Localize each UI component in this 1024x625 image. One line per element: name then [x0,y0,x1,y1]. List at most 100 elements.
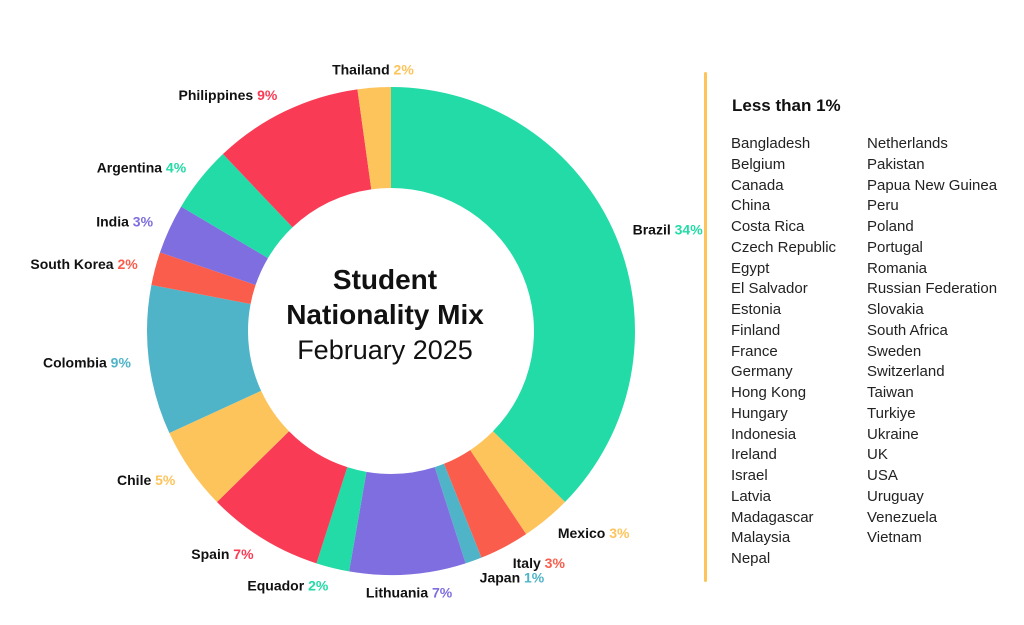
slice-lithuania [349,467,466,575]
label-percent: 34% [675,222,704,238]
label-name: Spain [191,546,233,562]
label-brazil: Brazil 34% [633,222,704,238]
others-item: Vietnam [867,529,922,547]
slice-thailand [357,87,391,190]
label-argentina: Argentina 4% [97,160,187,176]
chart-subtitle: February 2025 [297,335,473,365]
label-name: South Korea [30,256,117,272]
label-name: Japan [480,570,524,586]
others-item: Finland [731,321,781,339]
label-spain: Spain 7% [191,546,254,562]
others-item: Portugal [867,238,923,256]
others-item: Pakistan [867,155,925,173]
others-item: Nepal [731,550,771,567]
others-item: El Salvador [731,280,808,298]
label-percent: 7% [432,584,453,600]
others-list-left: Bangladesh Belgium Canada China Costa Rica Cz… [731,134,836,570]
label-name: Colombia [43,355,111,371]
label-lithuania: Lithuania 7% [366,584,453,600]
label-colombia: Colombia 9% [43,355,131,371]
others-item: Indonesia [731,425,797,443]
others-list-right: Netherlands Pakistan Papua New Guinea Peru P… [867,134,997,549]
others-item: Peru [867,197,899,215]
others-item: Venezuela [867,508,938,526]
label-name: Thailand [332,62,393,78]
others-item: Hong Kong [731,384,807,401]
label-percent: 4% [166,160,187,176]
slice-equador [316,467,367,572]
others-item: Ukraine [867,425,919,443]
label-india: India 3% [96,213,153,229]
label-percent: 5% [155,472,176,488]
label-percent: 2% [117,256,138,272]
slice-mexico [470,431,566,535]
others-item: Madagascar [731,508,814,526]
others-item: Latvia [731,487,772,505]
slice-labels: Brazil 34%Mexico 3%Italy 3%Japan 1%Lithu… [30,62,703,601]
others-item: Costa Rica [731,218,805,235]
others-item: Belgium [731,155,786,173]
label-percent: 1% [524,570,545,586]
others-title: Less than 1% [732,96,841,115]
others-item: Slovakia [867,301,924,318]
others-item: Malaysia [731,529,791,547]
others-item: Canada [731,176,784,194]
others-item: Ireland [731,446,777,464]
label-name: Philippines [179,87,258,103]
label-name: Brazil [633,222,675,238]
label-name: Lithuania [366,584,432,600]
others-item: Uruguay [867,487,924,505]
others-item: France [731,342,778,360]
others-item: Czech Republic [731,238,837,256]
label-percent: 3% [609,525,630,541]
others-item: Bangladesh [731,135,811,152]
slice-philippines [222,89,372,228]
others-item: USA [867,467,898,484]
label-thailand: Thailand 2% [332,62,414,78]
donut-slices [146,87,635,575]
label-name: Chile [117,472,155,488]
slice-japan [434,463,482,564]
label-percent: 9% [111,355,132,371]
others-item: Turkiye [867,404,916,422]
slice-chile [169,390,290,503]
label-south-korea: South Korea 2% [30,256,138,272]
slice-india [160,206,268,285]
label-percent: 3% [133,213,154,229]
label-name: Italy [513,555,545,571]
slice-argentina [181,154,293,259]
others-item: Russian Federation [867,280,998,298]
slice-south-korea [151,252,256,305]
label-percent: 9% [257,87,278,103]
others-item: China [731,197,771,215]
others-item: Israel [731,467,768,484]
others-item: Taiwan [867,384,914,401]
slice-brazil [391,87,635,503]
chart-title-line-2: Nationality Mix [286,299,484,330]
label-percent: 2% [394,62,415,78]
label-percent: 3% [545,555,566,571]
others-item: Switzerland [867,363,945,381]
label-italy: Italy 3% [513,555,566,571]
slice-colombia [146,284,262,434]
legend-divider [704,72,707,582]
others-item: Germany [731,363,793,381]
label-name: Mexico [558,525,609,541]
label-percent: 7% [233,546,254,562]
others-item: Hungary [731,404,788,422]
label-japan: Japan 1% [480,570,545,586]
label-philippines: Philippines 9% [179,87,278,103]
label-equador: Equador 2% [247,577,328,593]
others-item: Papua New Guinea [867,176,998,194]
label-name: Argentina [97,160,166,176]
label-name: India [96,213,133,229]
others-item: South Africa [867,321,948,339]
label-percent: 2% [308,577,329,593]
others-item: Estonia [731,301,782,318]
chart-title-line-1: Student [333,264,437,295]
others-item: Romania [867,259,928,277]
slice-italy [444,450,527,558]
slice-spain [216,431,348,564]
others-item: UK [867,446,888,464]
